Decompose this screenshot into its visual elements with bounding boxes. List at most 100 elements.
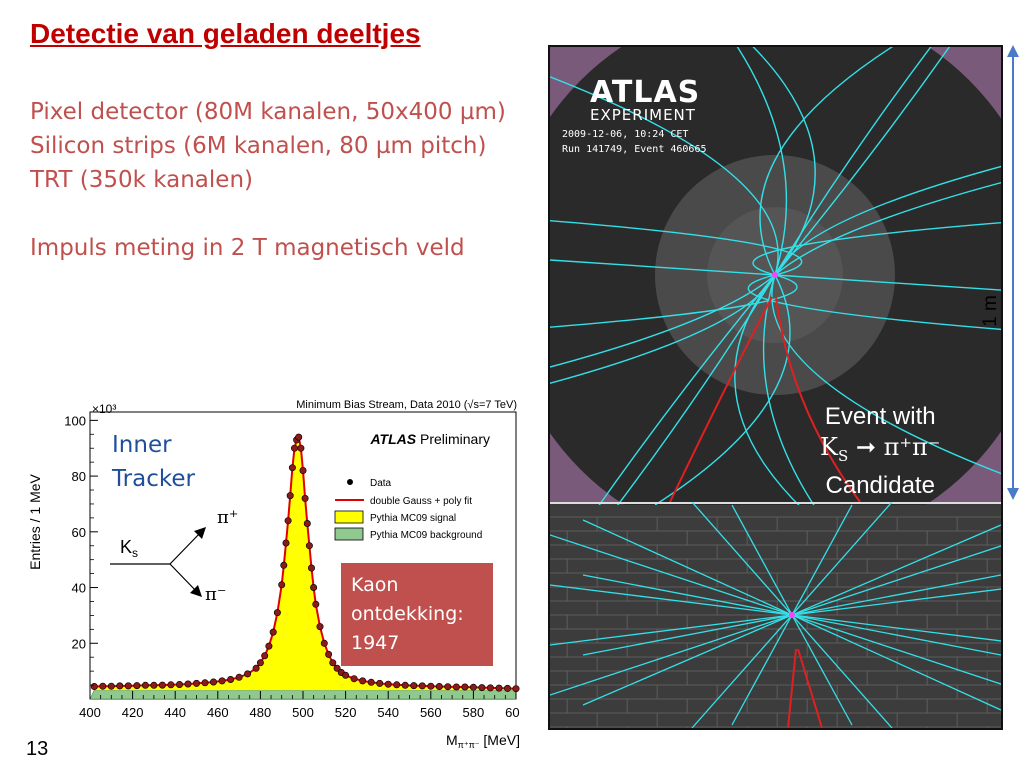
track-b-2 <box>774 47 951 276</box>
data-point-3 <box>116 682 124 690</box>
bullet-trt: TRT (350k kanalen) <box>30 167 253 193</box>
data-point-65 <box>486 684 494 692</box>
data-point-7 <box>150 681 158 689</box>
x-tick-label-480: 480 <box>250 705 272 720</box>
x-tick-label-520: 520 <box>335 705 357 720</box>
data-point-37 <box>303 520 311 528</box>
event-info: 2009-12-06, 10:24 CET Run 141749, Event … <box>562 127 707 157</box>
ks-label: Ks <box>120 537 138 560</box>
x-tick-label-440: 440 <box>164 705 186 720</box>
data-point-24 <box>273 609 281 617</box>
data-point-63 <box>469 683 477 691</box>
track-b-4 <box>550 220 803 276</box>
data-point-18 <box>244 670 252 678</box>
data-point-6 <box>141 681 149 689</box>
data-point-1 <box>99 682 107 690</box>
y-tick-label-100: 100 <box>64 413 86 428</box>
track-7 <box>759 47 894 276</box>
legend-fit: double Gauss + poly fit <box>370 496 472 507</box>
atlas-logo-sub: EXPERIMENT <box>590 106 696 124</box>
bullet-pixel: Pixel detector (80M kanalen, 50x400 µm) <box>30 99 506 125</box>
data-point-26 <box>280 561 288 569</box>
legend: Data double Gauss + poly fit Pythia MC09… <box>334 478 482 541</box>
x-tick-label-500: 500 <box>292 705 314 720</box>
event-caption: Event with KS ➞ π⁺π⁻ Candidate <box>820 402 940 501</box>
track-b-8 <box>771 274 1001 475</box>
inner-tracker-label: Inner Tracker <box>112 428 195 496</box>
data-point-49 <box>350 675 358 683</box>
x-tick-label-560: 560 <box>420 705 442 720</box>
data-point-9 <box>167 681 175 689</box>
track-8 <box>550 76 779 276</box>
track-b-0 <box>774 274 1001 291</box>
track-3 <box>774 47 932 276</box>
data-point-59 <box>435 682 443 690</box>
chart-subtitle: ATLAS Preliminary <box>369 431 490 447</box>
data-point-2 <box>107 682 115 690</box>
data-point-41 <box>312 600 320 608</box>
data-point-44 <box>325 650 333 658</box>
data-point-11 <box>184 680 192 688</box>
data-point-39 <box>307 564 315 572</box>
data-point-28 <box>284 517 292 525</box>
bullet-list: Pixel detector (80M kanalen, 50x400 µm) … <box>30 95 506 265</box>
data-point-25 <box>278 581 286 589</box>
kaon-line2: ontdekking: <box>351 603 464 625</box>
data-point-16 <box>227 675 235 683</box>
data-point-10 <box>176 680 184 688</box>
data-point-42 <box>316 623 324 631</box>
data-point-14 <box>210 678 218 686</box>
data-point-46 <box>333 664 341 672</box>
data-point-20 <box>256 659 264 667</box>
inner-tracker-line1: Inner <box>112 432 172 458</box>
data-point-43 <box>320 639 328 647</box>
data-point-33 <box>295 433 303 441</box>
data-point-22 <box>265 642 273 650</box>
signal-area <box>94 437 517 691</box>
pi-plus-label: π⁺ <box>217 507 238 528</box>
caption-line1: Event with <box>824 403 936 430</box>
bullet-impuls: Impuls meting in 2 T magnetisch veld <box>30 235 465 261</box>
data-point-31 <box>290 444 298 452</box>
chart-title: Minimum Bias Stream, Data 2010 (√s=7 TeV… <box>296 399 517 411</box>
data-point-0 <box>90 682 98 690</box>
y-axis: 20 40 60 80 100 <box>64 413 98 686</box>
data-point-23 <box>269 628 277 636</box>
scale-label: 1 m <box>979 295 1001 327</box>
legend-signal: Pythia MC09 signal <box>370 513 456 524</box>
pion-track-2 <box>775 296 861 503</box>
data-point-54 <box>393 681 401 689</box>
track-b-9 <box>550 274 776 368</box>
data-point-15 <box>218 677 226 685</box>
y-tick-label-20: 20 <box>72 636 86 651</box>
data-point-60 <box>444 683 452 691</box>
data-point-58 <box>427 682 435 690</box>
track-4 <box>747 274 1001 331</box>
data-point-21 <box>261 652 269 660</box>
data-point-8 <box>158 681 166 689</box>
slide-title: Detectie van geladen deeltjes <box>30 18 421 49</box>
data-point-35 <box>299 467 307 475</box>
track-b-5 <box>752 47 816 276</box>
x-label-sub: π⁺π⁻ <box>458 740 480 750</box>
data-point-68 <box>512 685 520 693</box>
pion-track-1 <box>669 296 773 503</box>
data-point-66 <box>495 684 503 692</box>
atlas-logo-main: ATLAS <box>590 75 701 110</box>
scale-arrow <box>1007 45 1019 500</box>
kaon-line3: 1947 <box>351 632 400 654</box>
data-point-53 <box>384 680 392 688</box>
x-axis-label: Mπ⁺π⁻ [MeV] <box>446 732 520 750</box>
data-point-61 <box>452 683 460 691</box>
y-axis-label: Entries / 1 MeV <box>27 473 43 569</box>
data-point-57 <box>418 682 426 690</box>
signal-fill <box>94 437 517 691</box>
vertex <box>772 272 778 278</box>
mass-histogram: 400 420 440 460 480 500 520 540 560 580 600 20 40 60… <box>27 399 520 750</box>
data-point-17 <box>235 673 243 681</box>
y-tick-label-80: 80 <box>72 469 86 484</box>
x-tick-label-420: 420 <box>122 705 144 720</box>
x-tick-label-460: 460 <box>207 705 229 720</box>
legend-data: Data <box>370 478 392 489</box>
data-point-13 <box>201 679 209 687</box>
